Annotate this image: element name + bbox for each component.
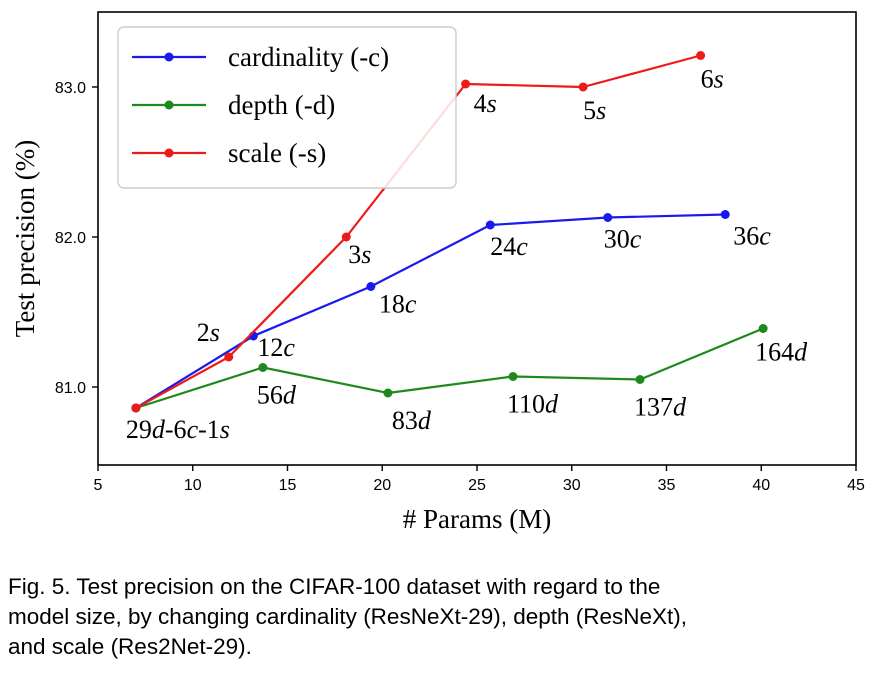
data-point [366, 282, 376, 291]
x-tick-label: 45 [847, 477, 865, 494]
legend-label: cardinality (-c) [228, 42, 389, 72]
legend-item: depth (-d) [132, 90, 335, 120]
legend-swatch-marker [164, 100, 174, 110]
x-tick-label: 15 [279, 477, 297, 494]
y-tick-label: 83.0 [55, 80, 86, 97]
series-line [135, 213, 726, 409]
point-label: 83d [392, 406, 432, 435]
data-point [224, 352, 234, 362]
caption-line: and scale (Res2Net-29). [8, 634, 252, 659]
x-tick-label: 35 [658, 477, 676, 494]
x-axis: 5 10 15 20 25 30 35 40 45 # Params (M) [94, 465, 865, 534]
legend-item: cardinality (-c) [132, 42, 389, 72]
data-point [461, 79, 471, 89]
data-point [578, 82, 588, 92]
data-point [508, 372, 518, 381]
figure-caption: Fig. 5. Test precision on the CIFAR-100 … [8, 572, 870, 662]
point-label: 2s [197, 318, 220, 347]
data-point [341, 232, 351, 242]
x-tick-label: 10 [184, 477, 202, 494]
legend: cardinality (-c) depth (-d) scale (-s) [117, 26, 457, 189]
x-tick-label: 5 [94, 477, 103, 494]
point-label: 4s [474, 89, 497, 118]
caption-line: model size, by changing cardinality (Res… [8, 604, 688, 629]
data-point [635, 375, 645, 384]
point-label: 6s [701, 65, 724, 94]
data-point [258, 363, 268, 372]
data-point [131, 403, 141, 413]
point-label: 29d-6c-1s [126, 415, 230, 444]
point-label: 56d [257, 381, 297, 410]
x-tick-label: 40 [752, 477, 770, 494]
y-axis-title: Test precision (%) [10, 140, 40, 338]
plot-marks: 12c 18c 24c 30c 36c 56d 83d 110d 137d 164d 29d-6c-… [126, 51, 808, 444]
y-axis: 81.0 82.0 83.0 Test precision (%) [10, 80, 98, 397]
data-point [758, 324, 768, 333]
point-label: 3s [348, 240, 371, 269]
point-label: 24c [490, 232, 528, 261]
y-tick-label: 81.0 [55, 380, 86, 397]
point-label: 110d [507, 390, 559, 419]
legend-label: scale (-s) [228, 138, 326, 168]
x-tick-label: 25 [468, 477, 486, 494]
legend-swatch-marker [164, 148, 174, 158]
x-tick-label: 30 [563, 477, 581, 494]
line-chart: 12c 18c 24c 30c 36c 56d 83d 110d 137d 164d 29d-6c-… [10, 11, 865, 534]
point-label: 36c [733, 222, 771, 251]
point-label: 18c [379, 290, 417, 319]
point-label: 12c [257, 333, 295, 362]
legend-box [117, 26, 457, 189]
y-tick-label: 82.0 [55, 230, 86, 247]
legend-item: scale (-s) [132, 138, 326, 168]
data-point [485, 220, 495, 230]
data-point [696, 51, 706, 60]
data-point [603, 213, 613, 222]
point-label: 137d [634, 393, 687, 422]
point-label: 30c [604, 225, 642, 254]
legend-label: depth (-d) [228, 90, 335, 120]
x-tick-label: 20 [373, 477, 391, 494]
data-point [720, 210, 730, 219]
caption-line: Fig. 5. Test precision on the CIFAR-100 … [8, 574, 661, 599]
point-label: 164d [755, 338, 808, 367]
legend-swatch-marker [164, 52, 174, 62]
x-axis-title: # Params (M) [403, 504, 551, 534]
point-label: 5s [583, 96, 606, 125]
data-point [383, 388, 393, 398]
series-line [135, 327, 764, 410]
